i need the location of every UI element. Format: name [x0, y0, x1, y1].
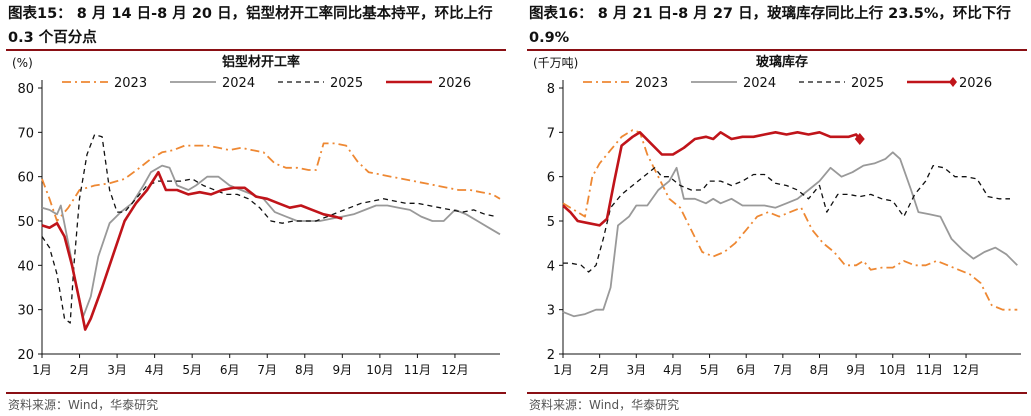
x-tick-label: 10月 — [879, 363, 906, 377]
x-tick-label: 1月 — [553, 363, 573, 377]
x-tick-label: 12月 — [952, 363, 979, 377]
figure-title: 图表15： 8 月 14 日-8 月 20 日，铝型材开工率同比基本持平，环比上… — [8, 6, 493, 46]
series-line-2026 — [562, 131, 861, 227]
source-rule — [527, 392, 1027, 394]
y-tick-label: 70 — [17, 126, 34, 141]
series-line-2024 — [562, 151, 1018, 318]
x-tick-label: 9月 — [846, 363, 866, 377]
y-tick-label: 7 — [547, 126, 555, 141]
y-tick-label: 40 — [17, 259, 34, 274]
y-axis-unit: (千万吨) — [533, 56, 578, 70]
series-line-2023 — [41, 142, 501, 222]
x-tick-label: 3月 — [107, 363, 127, 377]
figure-title: 图表16： 8 月 21 日-8 月 27 日，玻璃库存同比上行 23.5%，环… — [529, 6, 1011, 46]
legend-label-2026: 2026 — [959, 76, 992, 91]
y-tick-label: 50 — [17, 215, 34, 230]
legend-label-2025: 2025 — [851, 76, 884, 91]
x-tick-label: 7月 — [257, 363, 277, 377]
x-tick-label: 8月 — [295, 363, 315, 377]
y-tick-label: 6 — [547, 171, 555, 186]
x-tick-label: 6月 — [220, 363, 240, 377]
source-note: 资料来源：Wind，华泰研究 — [529, 398, 680, 412]
y-tick-label: 3 — [547, 304, 555, 319]
y-tick-label: 20 — [17, 348, 34, 363]
figure-panel-left: 图表15： 8 月 14 日-8 月 20 日，铝型材开工率同比基本持平，环比上… — [0, 0, 510, 416]
x-tick-label: 5月 — [700, 363, 720, 377]
x-tick-label: 11月 — [404, 363, 431, 377]
figure-panel-right: 图表16： 8 月 21 日-8 月 27 日，玻璃库存同比上行 23.5%，环… — [521, 0, 1031, 416]
y-tick-label: 5 — [547, 215, 555, 230]
series-end-marker-2026 — [854, 132, 865, 145]
x-tick-label: 4月 — [663, 363, 683, 377]
x-tick-label: 7月 — [773, 363, 793, 377]
x-tick-label: 1月 — [32, 363, 52, 377]
legend-label-2026: 2026 — [438, 76, 471, 91]
series-line-2026 — [41, 170, 343, 331]
chart-title: 铝型材开工率 — [222, 54, 300, 70]
y-axis-unit: (%) — [12, 56, 33, 70]
series-line-2024 — [41, 164, 501, 318]
source-rule — [6, 392, 506, 394]
title-rule — [527, 49, 1027, 51]
x-tick-label: 4月 — [145, 363, 165, 377]
source-note: 资料来源：Wind，华泰研究 — [8, 398, 159, 412]
x-tick-label: 3月 — [626, 363, 646, 377]
line-chart-glass-inventory: 玻璃库存 (千万吨) 2 3 4 5 6 7 8 1月 2月 3月 4月 5月 6月 7月 8月 9月 10月 11月… — [533, 54, 1021, 377]
x-tick-label: 2月 — [590, 363, 610, 377]
legend-marker-2026 — [949, 77, 957, 87]
legend-label-2024: 2024 — [743, 76, 776, 91]
series-line-2023 — [562, 129, 1018, 311]
x-tick-label: 12月 — [441, 363, 468, 377]
line-chart-aluminum-utilization: 铝型材开工率 (%) 20 30 40 50 60 70 80 1月 2月 3月 4月 5月 6月 7月 8月 9… — [12, 54, 501, 377]
y-tick-label: 30 — [17, 304, 34, 319]
series-line-2025 — [563, 164, 1010, 273]
y-tick-label: 4 — [547, 259, 555, 274]
chart-title: 玻璃库存 — [756, 54, 808, 70]
title-rule — [6, 49, 506, 51]
legend-label-2023: 2023 — [635, 76, 668, 91]
x-tick-label: 6月 — [736, 363, 756, 377]
x-tick-label: 10月 — [366, 363, 393, 377]
y-tick-label: 60 — [17, 171, 34, 186]
x-tick-label: 9月 — [333, 363, 353, 377]
x-tick-label: 5月 — [182, 363, 202, 377]
y-tick-label: 2 — [547, 348, 555, 363]
series-line-2025 — [41, 133, 497, 324]
legend-label-2024: 2024 — [222, 76, 255, 91]
y-tick-label: 8 — [547, 82, 555, 97]
x-tick-label: 11月 — [916, 363, 943, 377]
y-tick-label: 80 — [17, 82, 34, 97]
x-tick-label: 8月 — [810, 363, 830, 377]
legend-label-2023: 2023 — [114, 76, 147, 91]
x-tick-label: 2月 — [70, 363, 90, 377]
legend-label-2025: 2025 — [330, 76, 363, 91]
